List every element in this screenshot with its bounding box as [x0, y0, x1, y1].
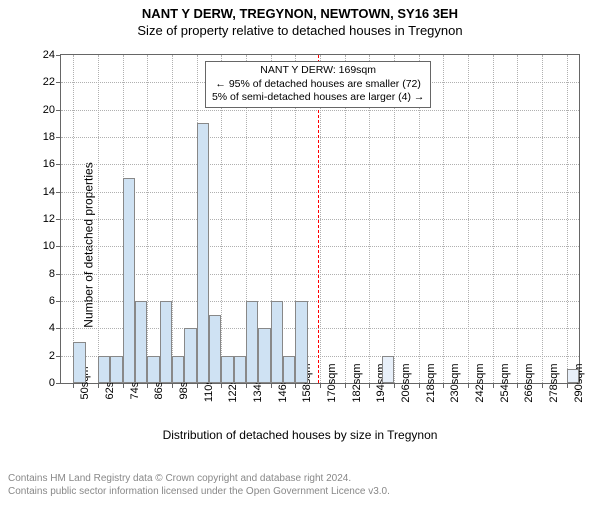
- annotation-line: 5% of semi-detached houses are larger (4…: [212, 91, 424, 105]
- gridline-v: [98, 55, 99, 383]
- histogram-bar: [283, 356, 295, 383]
- histogram-bar: [184, 328, 196, 383]
- gridline-v: [542, 55, 543, 383]
- gridline-v: [172, 55, 173, 383]
- page-title: NANT Y DERW, TREGYNON, NEWTOWN, SY16 3EH: [0, 6, 600, 21]
- xtick-label: 242sqm: [468, 363, 486, 402]
- ytick-label: 2: [49, 350, 61, 362]
- ytick-label: 12: [43, 213, 61, 225]
- histogram-bar: [147, 356, 159, 383]
- ytick-label: 22: [43, 76, 61, 88]
- plot-area: 02468101214161820222450sqm62sqm74sqm86sq…: [60, 54, 580, 384]
- gridline-v: [147, 55, 148, 383]
- xtick-label: 182sqm: [345, 363, 363, 402]
- ytick-label: 18: [43, 131, 61, 143]
- gridline-v: [468, 55, 469, 383]
- xtick-label: 170sqm: [320, 363, 338, 402]
- xtick-label: 230sqm: [443, 363, 461, 402]
- histogram-bar: [246, 301, 258, 383]
- histogram-bar: [258, 328, 270, 383]
- annotation-box: NANT Y DERW: 169sqm← 95% of detached hou…: [205, 61, 431, 108]
- gridline-v: [567, 55, 568, 383]
- gridline-v: [443, 55, 444, 383]
- ytick-label: 10: [43, 240, 61, 252]
- histogram-bar: [98, 356, 110, 383]
- ytick-label: 0: [49, 377, 61, 389]
- histogram-bar: [110, 356, 122, 383]
- ytick-label: 16: [43, 158, 61, 170]
- ytick-label: 24: [43, 49, 61, 61]
- ytick-label: 20: [43, 104, 61, 116]
- histogram-bar: [135, 301, 147, 383]
- gridline-v: [493, 55, 494, 383]
- gridline-v: [517, 55, 518, 383]
- footer-line-1: Contains HM Land Registry data © Crown c…: [8, 472, 390, 485]
- histogram-bar: [382, 356, 394, 383]
- ytick-label: 8: [49, 268, 61, 280]
- histogram-bar: [160, 301, 172, 383]
- histogram-bar: [197, 123, 209, 383]
- ytick-label: 4: [49, 322, 61, 334]
- xtick-label: 266sqm: [517, 363, 535, 402]
- x-axis-label: Distribution of detached houses by size …: [163, 428, 438, 442]
- histogram-bar: [271, 301, 283, 383]
- annotation-line: NANT Y DERW: 169sqm: [212, 64, 424, 78]
- xtick-label: 218sqm: [419, 363, 437, 402]
- histogram-bar: [234, 356, 246, 383]
- xtick-label: 278sqm: [542, 363, 560, 402]
- subtitle: Size of property relative to detached ho…: [0, 23, 600, 38]
- ytick-label: 14: [43, 186, 61, 198]
- annotation-line: ← 95% of detached houses are smaller (72…: [212, 78, 424, 92]
- xtick-label: 206sqm: [394, 363, 412, 402]
- gridline-v: [73, 55, 74, 383]
- footer-line-2: Contains public sector information licen…: [8, 485, 390, 498]
- histogram-bar: [73, 342, 85, 383]
- histogram-bar: [295, 301, 307, 383]
- ytick-label: 6: [49, 295, 61, 307]
- chart-container: Number of detached properties 0246810121…: [10, 50, 590, 440]
- histogram-bar: [123, 178, 135, 383]
- xtick-label: 254sqm: [493, 363, 511, 402]
- histogram-bar: [172, 356, 184, 383]
- footer-attribution: Contains HM Land Registry data © Crown c…: [8, 472, 390, 498]
- histogram-bar: [567, 369, 579, 383]
- histogram-bar: [221, 356, 233, 383]
- histogram-bar: [209, 315, 221, 383]
